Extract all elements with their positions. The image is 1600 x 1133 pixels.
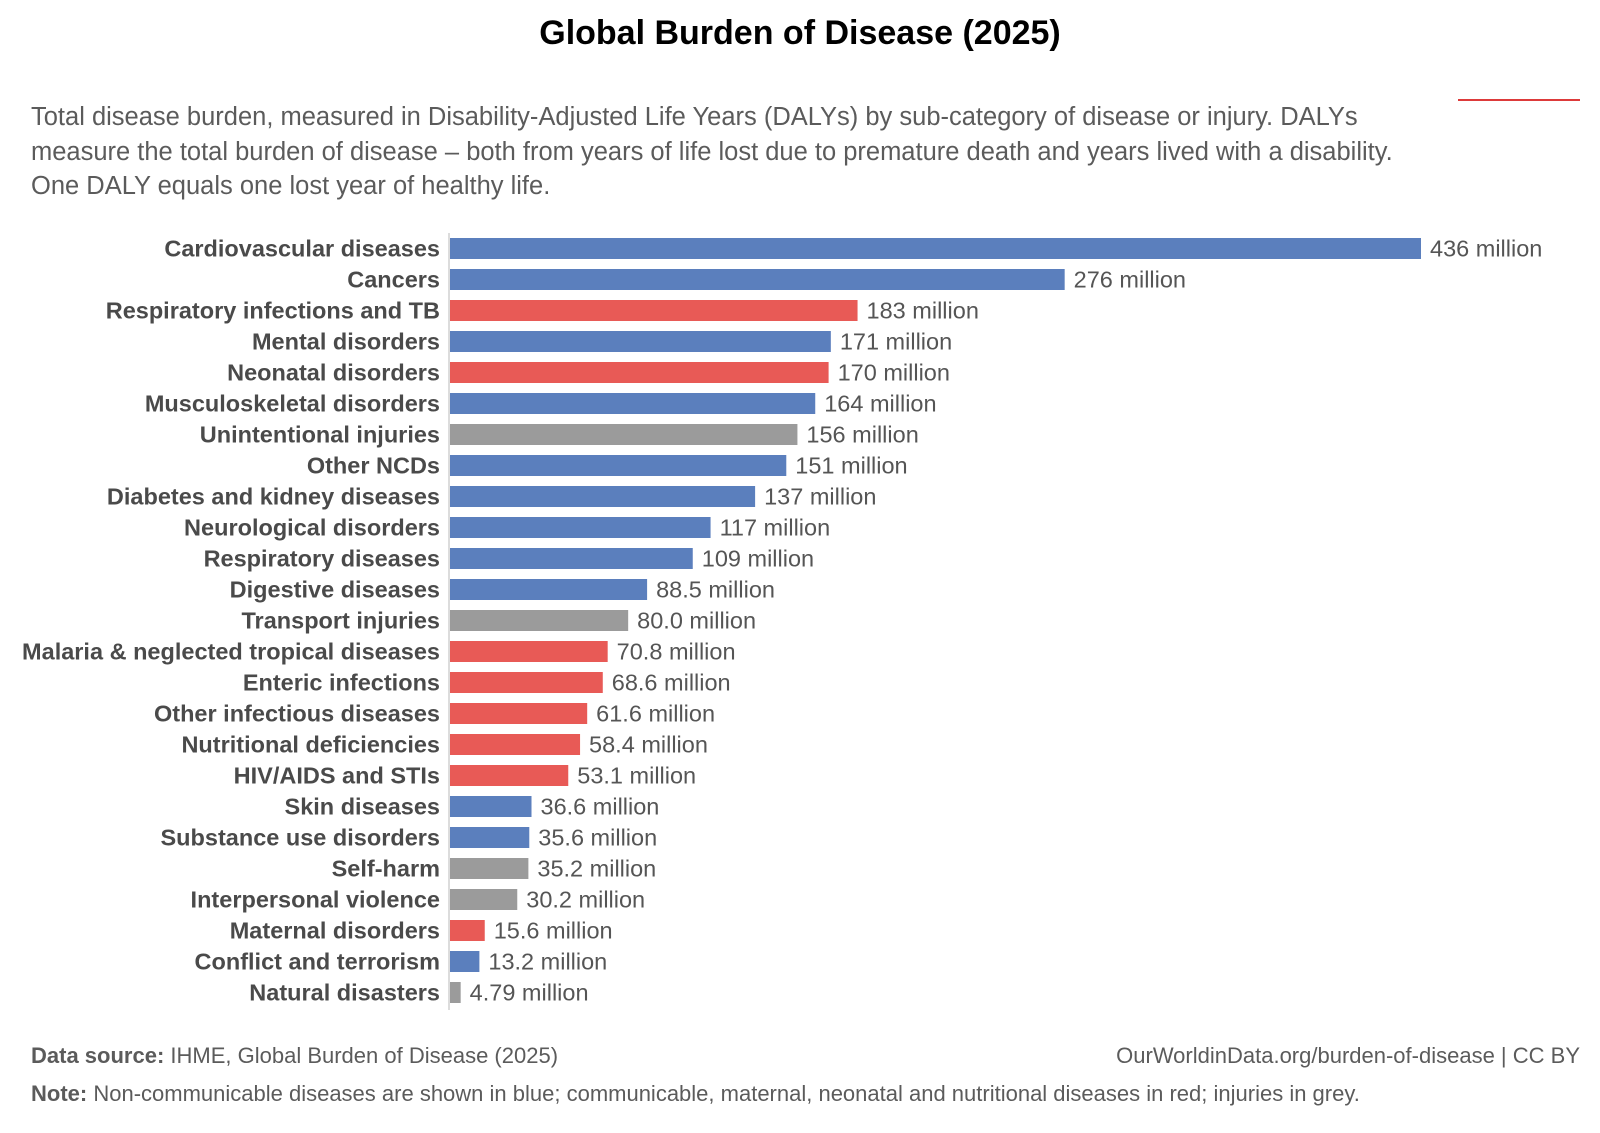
value-label: 88.5 million xyxy=(656,577,775,603)
bar[interactable] xyxy=(450,703,588,724)
category-label: Unintentional injuries xyxy=(200,422,440,448)
bar[interactable] xyxy=(450,982,461,1003)
category-label: Substance use disorders xyxy=(161,825,441,851)
bar[interactable] xyxy=(450,579,648,600)
bar[interactable] xyxy=(450,300,858,321)
value-label: 156 million xyxy=(806,422,918,448)
bar[interactable] xyxy=(450,889,518,910)
value-label: 117 million xyxy=(720,515,831,541)
value-label: 137 million xyxy=(764,484,876,510)
bar[interactable] xyxy=(450,734,581,755)
category-label: Other NCDs xyxy=(307,453,440,479)
value-label: 276 million xyxy=(1074,267,1186,293)
chart-subtitle: Total disease burden, measured in Disabi… xyxy=(31,103,1393,200)
value-label: 183 million xyxy=(867,298,979,324)
header-accent-line xyxy=(1458,99,1580,101)
category-label: Musculoskeletal disorders xyxy=(145,391,440,417)
category-label: Cancers xyxy=(347,267,440,293)
value-label: 35.2 million xyxy=(537,856,656,882)
value-label: 15.6 million xyxy=(494,918,613,944)
bar[interactable] xyxy=(450,238,1421,259)
bar[interactable] xyxy=(450,362,829,383)
bar[interactable] xyxy=(450,951,480,972)
category-label: Diabetes and kidney diseases xyxy=(107,484,440,510)
category-label: Skin diseases xyxy=(285,794,440,820)
category-label: Conflict and terrorism xyxy=(195,949,440,975)
chart-note-text: Non-communicable diseases are shown in b… xyxy=(87,1081,1360,1106)
value-label: 58.4 million xyxy=(589,732,708,758)
category-label: Natural disasters xyxy=(249,980,440,1006)
value-label: 171 million xyxy=(840,329,952,355)
category-label: Neonatal disorders xyxy=(227,360,440,386)
value-label: 30.2 million xyxy=(526,887,645,913)
category-label: Nutritional deficiencies xyxy=(181,732,440,758)
category-label: Mental disorders xyxy=(252,329,440,355)
chart-note-key: Note: xyxy=(31,1081,88,1106)
bar[interactable] xyxy=(450,455,787,476)
category-label: Maternal disorders xyxy=(230,918,440,944)
category-label: Neurological disorders xyxy=(184,515,440,541)
bar[interactable] xyxy=(450,796,532,817)
bar[interactable] xyxy=(450,517,711,538)
bar[interactable] xyxy=(450,269,1065,290)
category-label: Respiratory diseases xyxy=(204,546,440,572)
value-label: 70.8 million xyxy=(617,639,736,665)
chart-note: Note: Non-communicable diseases are show… xyxy=(31,1081,1360,1107)
category-label: Digestive diseases xyxy=(230,577,440,603)
category-label: Malaria & neglected tropical diseases xyxy=(22,639,440,665)
value-label: 436 million xyxy=(1430,236,1542,262)
bars-group: Cardiovascular diseases 436 million Cancer… xyxy=(22,236,1542,1006)
value-label: 109 million xyxy=(702,546,814,572)
bar[interactable] xyxy=(450,765,569,786)
value-label: 53.1 million xyxy=(577,763,696,789)
bar[interactable] xyxy=(450,920,485,941)
value-label: 61.6 million xyxy=(596,701,715,727)
category-label: Interpersonal violence xyxy=(191,887,440,913)
category-label: HIV/AIDS and STIs xyxy=(234,763,440,789)
data-source-text: IHME, Global Burden of Disease (2025) xyxy=(164,1043,559,1068)
data-source-key: Data source: xyxy=(31,1043,165,1068)
bar[interactable] xyxy=(450,486,756,507)
category-label: Respiratory infections and TB xyxy=(106,298,440,324)
bar[interactable] xyxy=(450,641,608,662)
value-label: 80.0 million xyxy=(637,608,756,634)
category-label: Transport injuries xyxy=(242,608,441,634)
bar[interactable] xyxy=(450,548,693,569)
category-label: Other infectious diseases xyxy=(154,701,440,727)
bar[interactable] xyxy=(450,672,603,693)
chart-title: Global Burden of Disease (2025) xyxy=(539,14,1061,52)
bar[interactable] xyxy=(450,424,798,445)
bar[interactable] xyxy=(450,393,816,414)
value-label: 170 million xyxy=(838,360,950,386)
value-label: 164 million xyxy=(824,391,936,417)
bar[interactable] xyxy=(450,858,529,879)
bar[interactable] xyxy=(450,610,629,631)
bar[interactable] xyxy=(450,331,831,352)
value-label: 36.6 million xyxy=(541,794,660,820)
bar[interactable] xyxy=(450,827,530,848)
value-label: 13.2 million xyxy=(488,949,607,975)
category-label: Enteric infections xyxy=(243,670,440,696)
value-label: 151 million xyxy=(795,453,907,479)
source-url-link[interactable]: OurWorldinData.org/burden-of-disease | C… xyxy=(1116,1043,1580,1068)
value-label: 4.79 million xyxy=(470,980,589,1006)
data-source: Data source: IHME, Global Burden of Dise… xyxy=(31,1043,558,1069)
category-label: Cardiovascular diseases xyxy=(164,236,440,262)
category-label: Self-harm xyxy=(332,856,440,882)
value-label: 68.6 million xyxy=(612,670,731,696)
value-label: 35.6 million xyxy=(538,825,657,851)
